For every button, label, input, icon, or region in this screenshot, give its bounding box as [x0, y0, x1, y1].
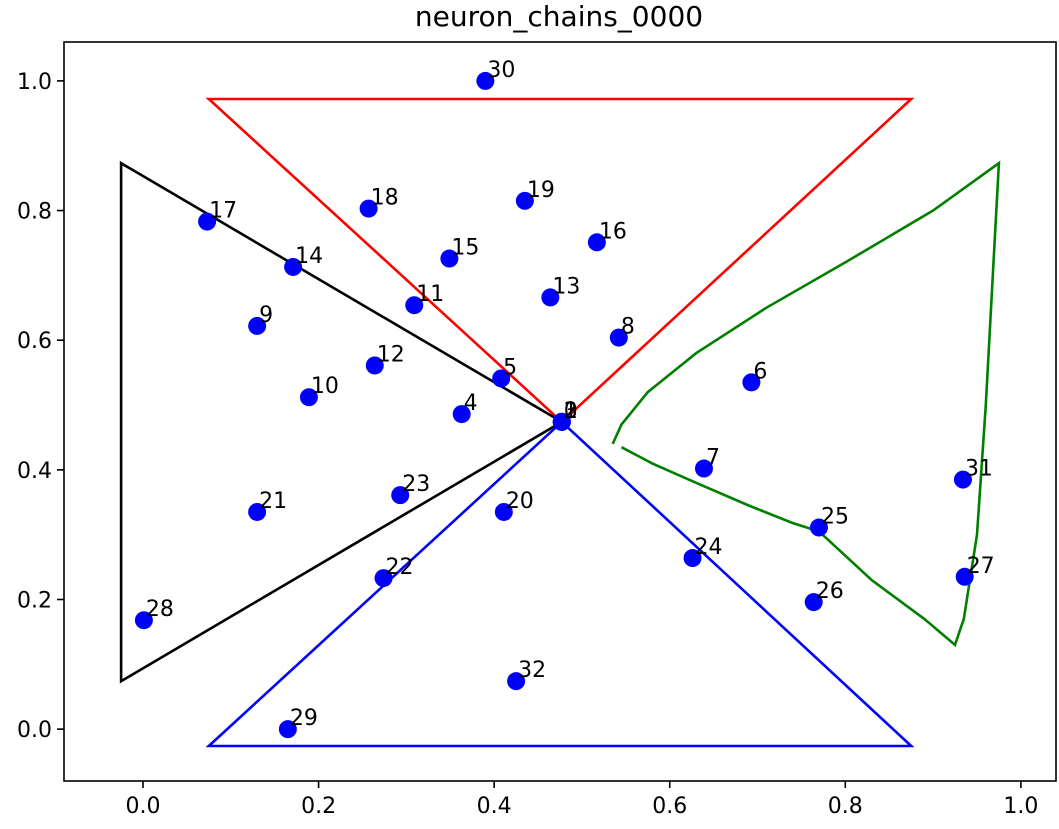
data-point-21 [248, 502, 267, 521]
data-point-23 [391, 486, 410, 505]
y-tick-label: 0.4 [17, 459, 52, 484]
data-point-27 [955, 567, 974, 586]
point-label-4: 4 [464, 391, 478, 416]
point-label-15: 15 [451, 236, 479, 261]
x-tick-label: 0.0 [126, 794, 161, 819]
point-label-22: 22 [386, 555, 414, 580]
point-label-26: 26 [816, 579, 844, 604]
point-label-24: 24 [695, 535, 723, 560]
data-point-32 [507, 672, 526, 691]
data-point-13 [541, 288, 560, 307]
point-label-28: 28 [146, 597, 174, 622]
x-tick-label: 0.6 [652, 794, 687, 819]
point-label-3: 3 [564, 399, 578, 424]
point-label-1: 1 [564, 399, 578, 424]
x-tick-label: 0.4 [477, 794, 512, 819]
points-layer [134, 71, 974, 739]
point-label-19: 19 [527, 178, 555, 203]
data-point-16 [587, 233, 606, 252]
point-label-16: 16 [599, 219, 627, 244]
data-point-14 [284, 257, 303, 276]
point-label-25: 25 [821, 505, 849, 530]
data-point-19 [515, 191, 534, 210]
axes-layer: 0.0 0.2 0.4 0.6 0.8 1.0 0.0 0.2 0.4 0.6 0.8 1.0 [17, 41, 1057, 819]
x-tick-label: 0.2 [301, 794, 336, 819]
data-point-22 [374, 569, 393, 588]
data-point-8 [609, 328, 628, 347]
point-label-32: 32 [518, 658, 546, 683]
point-label-11: 11 [416, 282, 444, 307]
data-point-30 [476, 71, 495, 90]
data-point-28 [134, 611, 153, 630]
point-label-14: 14 [295, 244, 323, 269]
series-line-1 [119, 160, 563, 684]
data-point-9 [248, 316, 267, 335]
data-point-31 [953, 470, 972, 489]
data-point-15 [440, 249, 459, 268]
point-label-31: 31 [965, 457, 993, 482]
series-line-3 [611, 160, 1001, 648]
data-point-25 [809, 518, 828, 537]
y-tick-label: 1.0 [17, 70, 52, 95]
data-point-20 [494, 502, 513, 521]
data-point-24 [683, 549, 702, 568]
plot-frame [63, 41, 1057, 782]
x-tick-label: 1.0 [1003, 794, 1038, 819]
point-label-13: 13 [552, 274, 580, 299]
y-tick-label: 0.0 [17, 718, 52, 743]
data-point-29 [278, 720, 297, 739]
point-label-20: 20 [506, 489, 534, 514]
point-label-2: 2 [564, 399, 578, 424]
series-line-2 [205, 420, 915, 748]
y-tick-label: 0.8 [17, 200, 52, 225]
point-label-18: 18 [371, 186, 399, 211]
y-tick-label: 0.6 [17, 329, 52, 354]
data-point-7 [694, 459, 713, 478]
point-label-21: 21 [259, 489, 287, 514]
point-label-17: 17 [209, 199, 237, 224]
point-label-0: 0 [564, 399, 578, 424]
data-point-4 [452, 405, 471, 424]
point-label-7: 7 [706, 446, 720, 471]
data-point-3 [552, 412, 571, 431]
series-line-0 [205, 97, 915, 423]
data-point-18 [359, 199, 378, 218]
point-label-9: 9 [259, 303, 273, 328]
point-label-12: 12 [377, 342, 405, 367]
data-point-17 [198, 212, 217, 231]
y-tick-label: 0.2 [17, 588, 52, 613]
data-point-12 [365, 356, 384, 375]
point-label-23: 23 [402, 472, 430, 497]
point-label-10: 10 [311, 374, 339, 399]
data-point-11 [405, 296, 424, 315]
data-point-10 [299, 388, 318, 407]
data-point-26 [804, 593, 823, 612]
point-label-27: 27 [967, 554, 995, 579]
point-label-29: 29 [290, 706, 318, 731]
data-point-5 [492, 369, 511, 388]
data-point-6 [742, 373, 761, 392]
x-tick-label: 0.8 [828, 794, 863, 819]
point-label-30: 30 [487, 58, 515, 83]
point-label-5: 5 [503, 355, 517, 380]
point-label-6: 6 [753, 359, 767, 384]
point-label-8: 8 [621, 315, 635, 340]
chart-title: neuron_chains_0000 [415, 0, 703, 33]
